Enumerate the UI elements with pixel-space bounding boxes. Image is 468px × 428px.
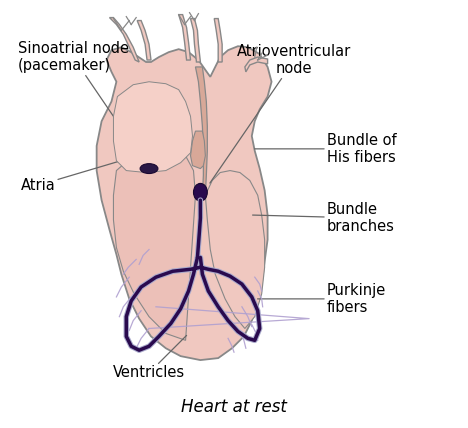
Ellipse shape [193,184,207,201]
Text: Heart at rest: Heart at rest [181,398,287,416]
Polygon shape [179,15,190,60]
Polygon shape [214,18,222,62]
Polygon shape [205,171,264,329]
Polygon shape [113,149,196,340]
Text: Sinoatrial node
(pacemaker): Sinoatrial node (pacemaker) [18,41,147,166]
Text: Atrioventricular
node: Atrioventricular node [210,44,351,183]
Polygon shape [245,57,268,72]
Polygon shape [190,18,200,62]
Ellipse shape [140,163,158,173]
Polygon shape [190,131,205,169]
Text: Purkinje
fibers: Purkinje fibers [257,282,386,315]
Polygon shape [110,18,139,62]
Polygon shape [196,67,207,195]
Text: Bundle of
His fibers: Bundle of His fibers [255,133,396,165]
Polygon shape [113,82,192,172]
Text: Bundle
branches: Bundle branches [253,202,395,234]
Polygon shape [97,46,271,360]
Text: Atria: Atria [21,150,158,193]
Polygon shape [137,21,151,60]
Text: Ventricles: Ventricles [113,336,187,380]
